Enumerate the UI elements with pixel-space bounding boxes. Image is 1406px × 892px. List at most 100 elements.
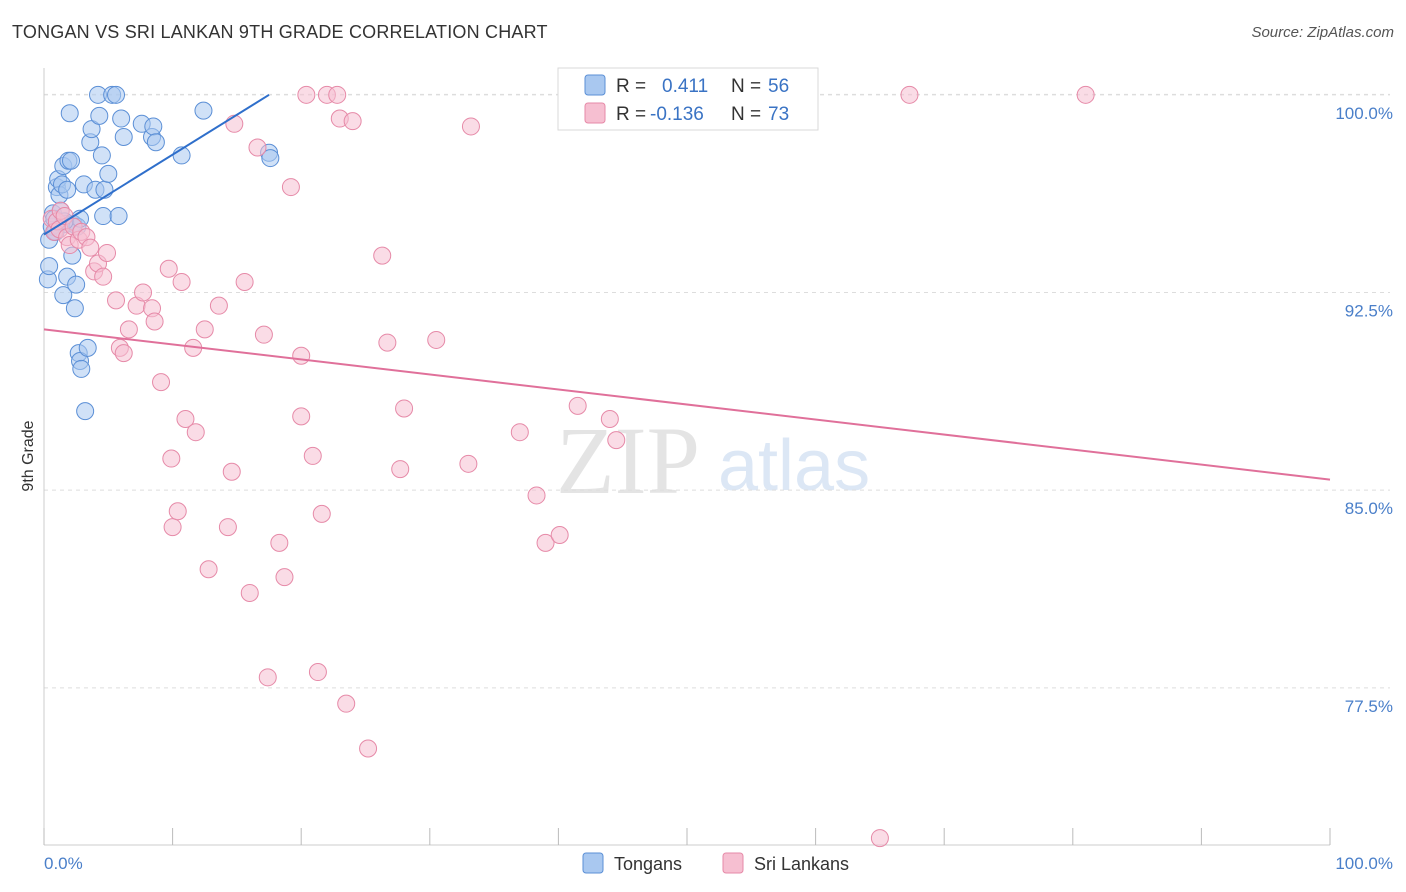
srilankan-point bbox=[176, 410, 195, 429]
watermark-zip: ZIP bbox=[556, 407, 700, 514]
srilankan-point bbox=[395, 399, 414, 418]
srilankan-point bbox=[550, 525, 569, 544]
srilankan-point bbox=[152, 373, 171, 392]
legend-n-value-tongans: 56 bbox=[768, 76, 789, 97]
srilankan-point bbox=[159, 259, 178, 278]
tongan-point bbox=[76, 402, 95, 421]
tongan-trend-line bbox=[43, 93, 270, 236]
chart-title: TONGAN VS SRI LANKAN 9TH GRADE CORRELATI… bbox=[12, 22, 548, 42]
srilankan-point bbox=[275, 568, 294, 587]
bottom-legend-label-tongans: Tongans bbox=[614, 854, 682, 874]
srilankan-point bbox=[240, 583, 259, 602]
srilankan-point bbox=[254, 325, 273, 344]
srilankan-point bbox=[391, 460, 410, 479]
srilankan-point bbox=[536, 533, 555, 552]
srilankan-point bbox=[870, 829, 889, 848]
srilankan-point bbox=[607, 431, 626, 450]
srilankan-point bbox=[94, 267, 113, 286]
legend-swatch-srilankans bbox=[584, 102, 606, 124]
axis-layer bbox=[43, 68, 1331, 846]
srilankan-point bbox=[107, 291, 126, 310]
legend-n-label-srilankans: N = bbox=[731, 104, 761, 125]
points-layer bbox=[38, 85, 1095, 848]
srilankan-point bbox=[195, 320, 214, 339]
source-label: Source: ZipAtlas.com bbox=[1251, 24, 1394, 41]
srilankan-point bbox=[527, 486, 546, 505]
legend-swatch-tongans bbox=[584, 74, 606, 96]
srilankan-point bbox=[459, 454, 478, 473]
srilankan-point bbox=[510, 423, 529, 442]
srilankan-point bbox=[337, 694, 356, 713]
srilankan-point bbox=[225, 114, 244, 133]
srilankan-point bbox=[218, 518, 237, 537]
trend-layer bbox=[43, 93, 1331, 481]
srilankan-point bbox=[114, 344, 133, 363]
srilankan-point bbox=[600, 410, 619, 429]
tongan-point bbox=[99, 164, 118, 183]
srilankan-point bbox=[312, 504, 331, 523]
srilankan-point bbox=[145, 312, 164, 331]
srilankan-point bbox=[568, 396, 587, 415]
y-tick-label: 100.0% bbox=[1335, 104, 1393, 123]
label-layer: 100.0% 92.5% 85.0% 77.5% 0.0% 100.0% bbox=[44, 104, 1393, 873]
srilankan-point bbox=[270, 533, 289, 552]
tongan-point bbox=[95, 180, 114, 199]
srilankan-point bbox=[900, 85, 919, 104]
tongan-point bbox=[112, 109, 131, 128]
tongan-point bbox=[109, 207, 128, 226]
tongan-point bbox=[40, 257, 59, 276]
series-legend: Tongans Sri Lankans bbox=[582, 852, 849, 874]
tongan-point bbox=[72, 359, 91, 378]
y-tick-label: 92.5% bbox=[1345, 301, 1393, 320]
srilankan-point bbox=[328, 85, 347, 104]
bottom-legend-label-srilankans: Sri Lankans bbox=[754, 854, 849, 874]
tongan-point bbox=[92, 146, 111, 165]
srilankan-point bbox=[98, 243, 117, 262]
x-tick-label-min: 0.0% bbox=[44, 854, 83, 873]
y-tick-label: 77.5% bbox=[1345, 697, 1393, 716]
srilankan-point bbox=[373, 246, 392, 265]
y-tick-label: 85.0% bbox=[1345, 499, 1393, 518]
srilankan-point bbox=[199, 560, 218, 579]
srilankan-point bbox=[343, 112, 362, 131]
tongan-point bbox=[62, 151, 81, 170]
srilankan-trend-line bbox=[43, 328, 1331, 481]
srilankan-point bbox=[281, 178, 300, 197]
srilankan-point bbox=[308, 663, 327, 682]
tongan-point bbox=[82, 120, 101, 139]
tongan-point bbox=[78, 338, 97, 357]
watermark-atlas: atlas bbox=[718, 426, 870, 506]
tongan-point bbox=[107, 85, 126, 104]
srilankan-point bbox=[168, 502, 187, 521]
tongan-point bbox=[58, 180, 77, 199]
srilankan-point bbox=[292, 407, 311, 426]
tongan-point bbox=[114, 127, 133, 146]
srilankan-point bbox=[1076, 85, 1095, 104]
bottom-legend-swatch-tongans bbox=[582, 852, 604, 874]
y-axis-title: 9th Grade bbox=[20, 420, 37, 491]
tongan-point bbox=[261, 149, 280, 168]
bottom-legend-swatch-srilankans bbox=[722, 852, 744, 874]
srilankan-point bbox=[427, 330, 446, 349]
srilankan-point bbox=[134, 283, 153, 302]
srilankan-point bbox=[172, 272, 191, 291]
legend-r-value-tongans: 0.411 bbox=[662, 76, 708, 97]
srilankan-point bbox=[186, 423, 205, 442]
tongan-point bbox=[144, 117, 163, 136]
stats-legend: R = 0.411 N = 56 R = -0.136 N = 73 bbox=[557, 67, 819, 131]
srilankan-point bbox=[119, 320, 138, 339]
srilankan-point bbox=[378, 333, 397, 352]
srilankan-point bbox=[303, 446, 322, 465]
tongan-point bbox=[194, 101, 213, 120]
srilankan-point bbox=[235, 272, 254, 291]
srilankan-point bbox=[81, 238, 100, 257]
tongan-point bbox=[94, 207, 113, 226]
srilankan-point bbox=[222, 462, 241, 481]
srilankan-point bbox=[292, 346, 311, 365]
x-tick-label-max: 100.0% bbox=[1335, 854, 1393, 873]
srilankan-point bbox=[209, 296, 228, 315]
srilankan-point bbox=[248, 138, 267, 157]
srilankan-point bbox=[461, 117, 480, 136]
tongan-point bbox=[146, 133, 165, 152]
